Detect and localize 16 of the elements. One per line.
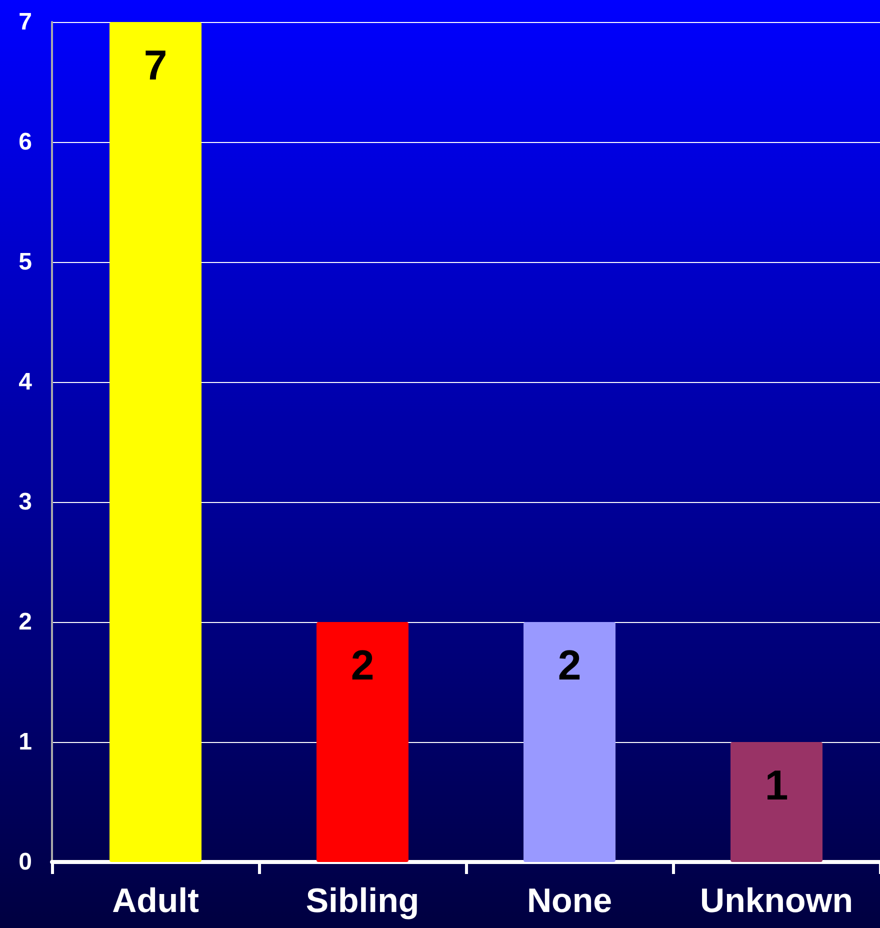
x-tick-label: Sibling [306, 882, 420, 920]
y-tick-label: 4 [18, 368, 33, 396]
y-tick-label: 2 [18, 608, 32, 636]
data-label: 1 [764, 762, 788, 808]
y-tick-label: 3 [18, 488, 32, 516]
y-tick-label: 1 [18, 728, 32, 756]
y-tick-label: 5 [18, 248, 32, 276]
data-label: 7 [144, 42, 168, 88]
data-label: 2 [558, 642, 582, 688]
y-tick-label: 0 [18, 848, 32, 876]
x-tick-label: None [527, 882, 612, 920]
data-label: 2 [350, 642, 374, 688]
y-tick-label: 6 [18, 128, 32, 156]
x-tick-label: Adult [112, 882, 199, 920]
x-tick-label: Unknown [700, 882, 853, 920]
y-tick-label: 7 [18, 8, 32, 36]
